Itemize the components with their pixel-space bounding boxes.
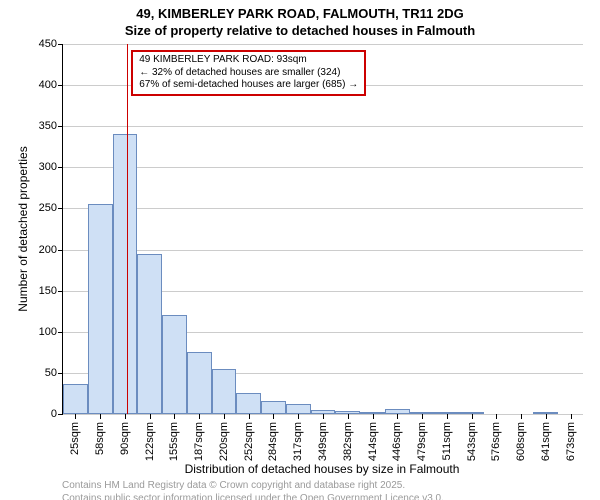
x-tick-label: 317sqm [292, 422, 304, 461]
footnote-line1: Contains HM Land Registry data © Crown c… [62, 480, 405, 491]
x-tick-mark [125, 414, 126, 419]
x-tick-mark [224, 414, 225, 419]
x-tick-label: 641sqm [540, 422, 552, 461]
chart-root: 49, KIMBERLEY PARK ROAD, FALMOUTH, TR11 … [0, 0, 600, 500]
x-tick-mark [521, 414, 522, 419]
y-tick-mark [58, 208, 63, 209]
x-tick-label: 543sqm [466, 422, 478, 461]
x-tick-mark [273, 414, 274, 419]
y-tick-mark [58, 414, 63, 415]
property-marker-line [127, 44, 128, 414]
x-tick-label: 576sqm [490, 422, 502, 461]
histogram-bar [113, 134, 138, 414]
annotation-line: 49 KIMBERLEY PARK ROAD: 93sqm [139, 54, 306, 65]
y-tick-label: 200 [39, 244, 57, 256]
y-tick-label: 300 [39, 161, 57, 173]
x-tick-label: 446sqm [391, 422, 403, 461]
x-tick-mark [472, 414, 473, 419]
x-tick-label: 608sqm [515, 422, 527, 461]
x-tick-mark [546, 414, 547, 419]
grid-line [63, 167, 583, 168]
chart-footnote: Contains HM Land Registry data © Crown c… [62, 480, 444, 500]
x-tick-label: 382sqm [342, 422, 354, 461]
x-tick-label: 122sqm [144, 422, 156, 461]
footnote-line2: Contains public sector information licen… [62, 493, 444, 500]
x-tick-mark [571, 414, 572, 419]
x-tick-mark [75, 414, 76, 419]
x-tick-mark [199, 414, 200, 419]
x-tick-mark [496, 414, 497, 419]
y-axis-label: Number of detached properties [16, 146, 30, 311]
y-tick-mark [58, 373, 63, 374]
x-tick-label: 220sqm [218, 422, 230, 461]
grid-line [63, 44, 583, 45]
y-tick-label: 250 [39, 202, 57, 214]
y-tick-label: 350 [39, 120, 57, 132]
y-tick-label: 450 [39, 38, 57, 50]
x-axis-label: Distribution of detached houses by size … [185, 462, 460, 476]
x-tick-mark [100, 414, 101, 419]
histogram-bar [162, 315, 187, 414]
x-tick-label: 414sqm [367, 422, 379, 461]
plot-area: 05010015020025030035040045025sqm58sqm90s… [62, 44, 583, 415]
x-tick-mark [348, 414, 349, 419]
y-tick-mark [58, 44, 63, 45]
x-tick-mark [150, 414, 151, 419]
x-tick-label: 349sqm [317, 422, 329, 461]
histogram-bar [212, 369, 237, 414]
annotation-line: 67% of semi-detached houses are larger (… [139, 79, 358, 90]
histogram-bar [236, 393, 261, 414]
x-tick-mark [422, 414, 423, 419]
x-tick-mark [447, 414, 448, 419]
x-tick-mark [373, 414, 374, 419]
annotation-box: 49 KIMBERLEY PARK ROAD: 93sqm ← 32% of de… [131, 50, 366, 96]
x-tick-label: 479sqm [416, 422, 428, 461]
y-tick-label: 400 [39, 79, 57, 91]
histogram-bar [187, 352, 212, 414]
y-tick-label: 50 [45, 367, 57, 379]
x-tick-label: 252sqm [243, 422, 255, 461]
y-tick-mark [58, 250, 63, 251]
y-tick-mark [58, 291, 63, 292]
annotation-line: ← 32% of detached houses are smaller (32… [139, 67, 340, 78]
histogram-bar [63, 384, 88, 414]
y-tick-label: 100 [39, 326, 57, 338]
grid-line [63, 208, 583, 209]
histogram-bar [88, 204, 113, 414]
y-tick-mark [58, 332, 63, 333]
y-tick-mark [58, 126, 63, 127]
grid-line [63, 250, 583, 251]
x-tick-label: 25sqm [69, 422, 81, 455]
x-tick-mark [249, 414, 250, 419]
x-tick-mark [397, 414, 398, 419]
histogram-bar [137, 254, 162, 414]
x-tick-label: 58sqm [94, 422, 106, 455]
x-tick-mark [298, 414, 299, 419]
x-tick-label: 90sqm [119, 422, 131, 455]
x-tick-label: 155sqm [168, 422, 180, 461]
grid-line [63, 126, 583, 127]
y-tick-label: 0 [51, 408, 57, 420]
histogram-bar [286, 404, 311, 414]
x-tick-label: 284sqm [267, 422, 279, 461]
y-tick-label: 150 [39, 285, 57, 297]
chart-title-line2: Size of property relative to detached ho… [0, 23, 600, 38]
y-tick-mark [58, 85, 63, 86]
x-tick-label: 187sqm [193, 422, 205, 461]
x-tick-mark [174, 414, 175, 419]
x-tick-mark [323, 414, 324, 419]
chart-title-line1: 49, KIMBERLEY PARK ROAD, FALMOUTH, TR11 … [0, 6, 600, 21]
x-tick-label: 673sqm [565, 422, 577, 461]
x-tick-label: 511sqm [441, 422, 453, 460]
histogram-bar [261, 401, 286, 414]
y-tick-mark [58, 167, 63, 168]
